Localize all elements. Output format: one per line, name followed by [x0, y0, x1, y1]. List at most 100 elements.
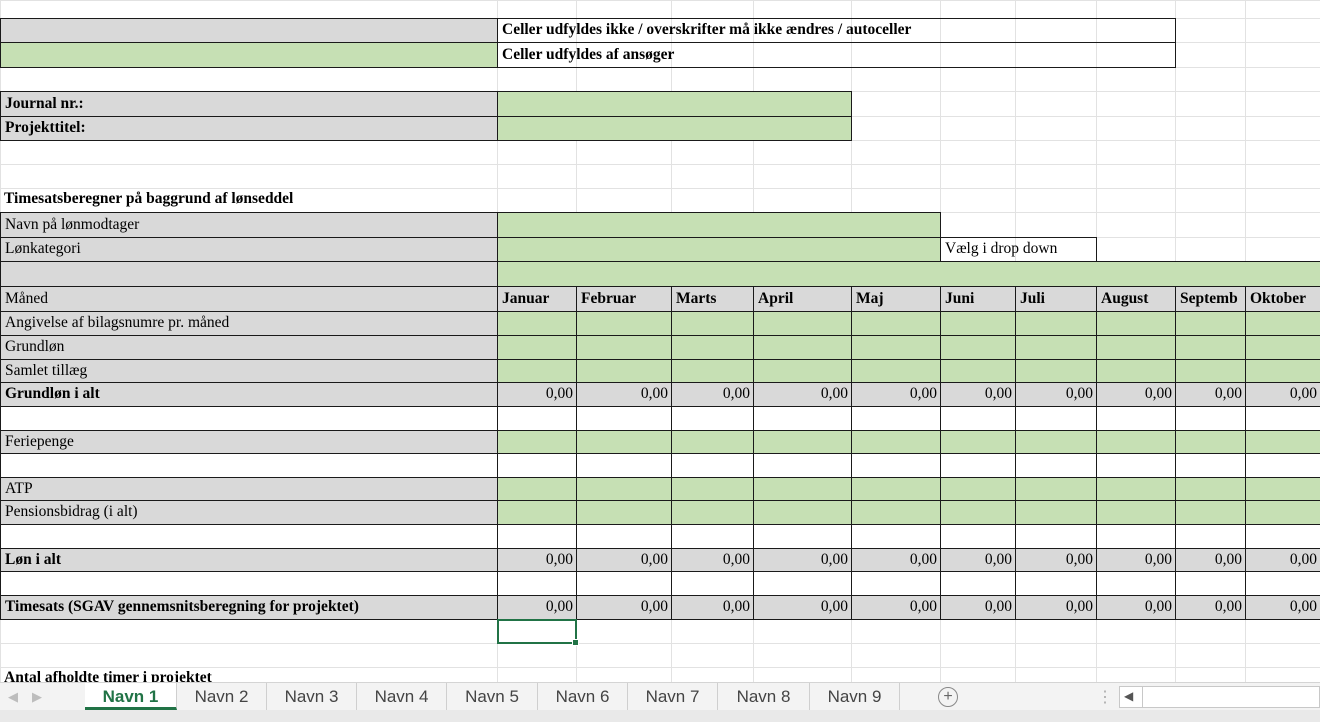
- blank-cell[interactable]: [851, 406, 941, 431]
- sheet-tab[interactable]: Navn 4: [357, 683, 447, 710]
- total-supplement-input[interactable]: [753, 359, 852, 383]
- sheet-tab[interactable]: Navn 3: [267, 683, 357, 710]
- blank-cell[interactable]: [851, 571, 941, 596]
- voucher-numbers-input[interactable]: [1175, 311, 1246, 336]
- blank-cell[interactable]: [497, 406, 577, 431]
- blank-cell[interactable]: [497, 453, 577, 478]
- blank-cell[interactable]: [851, 453, 941, 478]
- blank-cell[interactable]: [1015, 524, 1097, 549]
- sheet-tab[interactable]: Navn 5: [447, 683, 538, 710]
- total-supplement-input[interactable]: [1096, 359, 1176, 383]
- atp-input[interactable]: [1245, 477, 1320, 501]
- pension-input[interactable]: [671, 500, 754, 525]
- blank-cell[interactable]: [576, 406, 672, 431]
- blank-cell[interactable]: [940, 453, 1016, 478]
- blank-cell[interactable]: [671, 524, 754, 549]
- voucher-numbers-input[interactable]: [497, 311, 577, 336]
- blank-cell[interactable]: [497, 524, 577, 549]
- blank-cell[interactable]: [1175, 453, 1246, 478]
- atp-input[interactable]: [753, 477, 852, 501]
- journal-number-input[interactable]: [497, 91, 852, 117]
- sheet-tab[interactable]: Navn 2: [177, 683, 267, 710]
- voucher-numbers-input[interactable]: [671, 311, 754, 336]
- pension-input[interactable]: [1175, 500, 1246, 525]
- blank-cell[interactable]: [940, 524, 1016, 549]
- base-salary-input[interactable]: [940, 335, 1016, 360]
- holiday-pay-input[interactable]: [671, 430, 754, 454]
- fill-handle[interactable]: [572, 639, 579, 646]
- blank-cell[interactable]: [576, 571, 672, 596]
- atp-input[interactable]: [1175, 477, 1246, 501]
- blank-cell[interactable]: [753, 524, 852, 549]
- pension-input[interactable]: [940, 500, 1016, 525]
- sheet-tab[interactable]: Navn 8: [718, 683, 810, 710]
- holiday-pay-input[interactable]: [753, 430, 852, 454]
- sheet-tab[interactable]: Navn 7: [628, 683, 718, 710]
- blank-cell[interactable]: [753, 571, 852, 596]
- total-supplement-input[interactable]: [1015, 359, 1097, 383]
- sheet-tab[interactable]: Navn 6: [538, 683, 628, 710]
- total-supplement-input[interactable]: [940, 359, 1016, 383]
- base-salary-input[interactable]: [1096, 335, 1176, 360]
- total-supplement-input[interactable]: [671, 359, 754, 383]
- selected-cell[interactable]: [497, 619, 579, 646]
- blank-cell[interactable]: [1096, 571, 1176, 596]
- blank-cell[interactable]: [753, 406, 852, 431]
- blank-cell[interactable]: [1096, 453, 1176, 478]
- pension-input[interactable]: [1245, 500, 1320, 525]
- blank-cell[interactable]: [1245, 571, 1320, 596]
- pension-input[interactable]: [576, 500, 672, 525]
- scroll-left-icon[interactable]: ◀: [1124, 689, 1134, 703]
- total-supplement-input[interactable]: [851, 359, 941, 383]
- blank-cell[interactable]: [1015, 406, 1097, 431]
- holiday-pay-input[interactable]: [1245, 430, 1320, 454]
- wage-category-dropdown[interactable]: [497, 237, 941, 262]
- blank-cell[interactable]: [497, 571, 577, 596]
- blank-cell[interactable]: [1245, 453, 1320, 478]
- atp-input[interactable]: [1015, 477, 1097, 501]
- atp-input[interactable]: [851, 477, 941, 501]
- scroll-tabs-right-icon[interactable]: ▶: [32, 689, 42, 704]
- blank-cell[interactable]: [1096, 406, 1176, 431]
- atp-input[interactable]: [671, 477, 754, 501]
- holiday-pay-input[interactable]: [1015, 430, 1097, 454]
- holiday-pay-input[interactable]: [497, 430, 577, 454]
- base-salary-input[interactable]: [671, 335, 754, 360]
- splitter-handle-icon[interactable]: ⋮: [1097, 689, 1113, 706]
- voucher-numbers-input[interactable]: [753, 311, 852, 336]
- blank-input-cell[interactable]: [497, 261, 1320, 287]
- holiday-pay-input[interactable]: [1175, 430, 1246, 454]
- base-salary-input[interactable]: [753, 335, 852, 360]
- base-salary-input[interactable]: [851, 335, 941, 360]
- voucher-numbers-input[interactable]: [851, 311, 941, 336]
- atp-input[interactable]: [576, 477, 672, 501]
- blank-cell[interactable]: [1245, 406, 1320, 431]
- blank-cell[interactable]: [671, 571, 754, 596]
- blank-cell[interactable]: [1096, 524, 1176, 549]
- blank-cell[interactable]: [753, 453, 852, 478]
- total-supplement-input[interactable]: [1175, 359, 1246, 383]
- base-salary-input[interactable]: [497, 335, 577, 360]
- voucher-numbers-input[interactable]: [1015, 311, 1097, 336]
- pension-input[interactable]: [1096, 500, 1176, 525]
- spreadsheet-grid[interactable]: Celler udfyldes ikke / overskrifter må i…: [0, 0, 1320, 682]
- add-sheet-button[interactable]: +: [938, 687, 958, 707]
- blank-cell[interactable]: [1175, 571, 1246, 596]
- total-supplement-input[interactable]: [1245, 359, 1320, 383]
- total-supplement-input[interactable]: [497, 359, 577, 383]
- blank-cell[interactable]: [1015, 571, 1097, 596]
- holiday-pay-input[interactable]: [940, 430, 1016, 454]
- blank-cell[interactable]: [940, 571, 1016, 596]
- blank-cell[interactable]: [1175, 524, 1246, 549]
- blank-cell[interactable]: [940, 406, 1016, 431]
- base-salary-input[interactable]: [1245, 335, 1320, 360]
- sheet-tab[interactable]: Navn 9: [810, 683, 900, 710]
- employee-name-input[interactable]: [497, 212, 941, 238]
- holiday-pay-input[interactable]: [576, 430, 672, 454]
- pension-input[interactable]: [753, 500, 852, 525]
- blank-cell[interactable]: [671, 406, 754, 431]
- pension-input[interactable]: [497, 500, 577, 525]
- voucher-numbers-input[interactable]: [1096, 311, 1176, 336]
- total-supplement-input[interactable]: [576, 359, 672, 383]
- blank-cell[interactable]: [1175, 406, 1246, 431]
